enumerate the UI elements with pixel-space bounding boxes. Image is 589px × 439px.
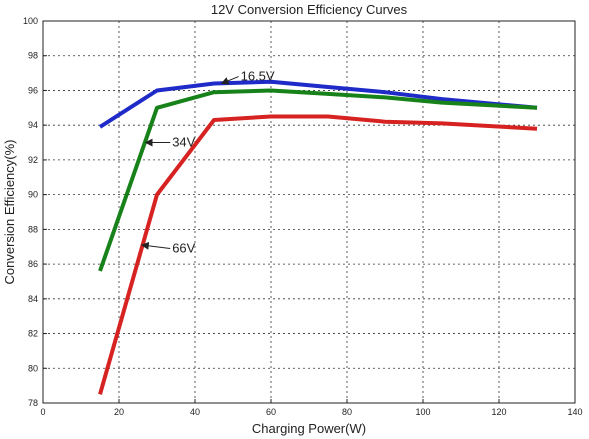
plot-area-frame (42, 20, 576, 404)
annotations: 16.5V 34V 66V (140, 69, 275, 255)
series-line-16-5v (98, 79, 538, 129)
grid-lines (43, 21, 575, 403)
y-tick-label: 78 (28, 398, 38, 408)
y-tick-label: 92 (28, 155, 38, 165)
x-tick-label: 0 (40, 407, 45, 417)
annotation-arrow (220, 76, 239, 85)
y-tick-label: 90 (28, 190, 38, 200)
x-tick-label: 20 (114, 407, 124, 417)
y-tick-label: 94 (28, 120, 38, 130)
x-tick-label: 60 (266, 407, 276, 417)
y-tick-label: 100 (23, 16, 38, 26)
series-line-66v (98, 114, 538, 395)
series-lines (98, 79, 538, 395)
y-tick-label: 80 (28, 363, 38, 373)
chart-title: 12V Conversion Efficiency Curves (211, 2, 408, 17)
y-tick-label: 96 (28, 85, 38, 95)
axis-ticks: 0 20 40 60 80 100 120 140 78 80 82 84 86 88 90 92 94 96 98… (23, 16, 583, 417)
x-tick-label: 100 (415, 407, 430, 417)
series-line-34v (98, 88, 538, 272)
x-tick-label: 140 (567, 407, 582, 417)
y-tick-label: 82 (28, 329, 38, 339)
x-tick-label: 80 (342, 407, 352, 417)
annotation-label: 66V (172, 240, 195, 255)
annotation-arrow (140, 241, 171, 250)
annotation-label: 34V (172, 135, 195, 150)
x-tick-label: 40 (190, 407, 200, 417)
x-tick-label: 120 (491, 407, 506, 417)
y-tick-label: 84 (28, 294, 38, 304)
y-tick-label: 98 (28, 51, 38, 61)
y-tick-label: 88 (28, 224, 38, 234)
annotation-label: 16.5V (241, 69, 275, 84)
x-axis-label: Charging Power(W) (252, 421, 366, 436)
y-tick-label: 86 (28, 259, 38, 269)
y-axis-label: Conversion Efficiency(%) (2, 140, 17, 285)
